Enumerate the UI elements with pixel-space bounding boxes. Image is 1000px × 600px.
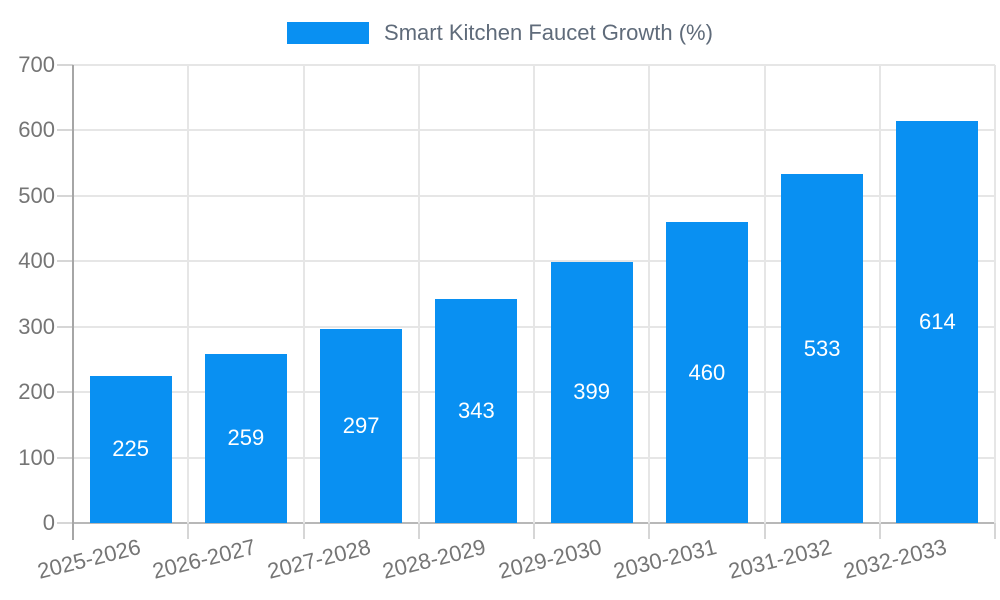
bar-2030-2031[interactable]: 460 bbox=[665, 222, 748, 523]
vertical-gridline bbox=[417, 65, 420, 523]
vertical-gridline bbox=[878, 65, 881, 523]
vertical-gridline bbox=[187, 65, 190, 523]
bar-2027-2028[interactable]: 297 bbox=[320, 328, 403, 523]
y-axis-tick bbox=[57, 456, 73, 459]
bar-value-label: 460 bbox=[688, 359, 726, 385]
y-axis-line bbox=[72, 65, 74, 540]
bar-value-label: 225 bbox=[112, 436, 149, 462]
x-axis-tick bbox=[533, 523, 535, 539]
y-axis-tick-label: 200 bbox=[18, 379, 55, 405]
y-axis-tick bbox=[57, 64, 73, 66]
bar-value-label: 533 bbox=[803, 335, 841, 361]
y-axis-tick bbox=[57, 391, 73, 394]
y-axis-tick bbox=[57, 129, 73, 132]
legend-label: Smart Kitchen Faucet Growth (%) bbox=[384, 20, 713, 45]
vertical-gridline bbox=[648, 65, 651, 523]
y-axis-tick-label: 0 bbox=[42, 510, 55, 535]
bar-value-label: 343 bbox=[458, 397, 495, 423]
x-axis-tick bbox=[648, 523, 651, 539]
bar-2028-2029[interactable]: 343 bbox=[435, 298, 518, 523]
bar-value-label: 399 bbox=[573, 379, 610, 405]
y-axis-tick-label: 100 bbox=[18, 444, 55, 470]
y-axis-tick bbox=[57, 260, 73, 263]
bar-2032-2033[interactable]: 614 bbox=[896, 121, 979, 523]
bar-2031-2032[interactable]: 533 bbox=[781, 174, 864, 523]
vertical-gridline bbox=[302, 65, 305, 523]
legend-swatch-icon bbox=[287, 22, 370, 44]
bar-value-label: 259 bbox=[227, 425, 265, 451]
y-axis-tick-label: 500 bbox=[18, 182, 55, 208]
vertical-gridline bbox=[533, 65, 535, 523]
y-axis-tick-label: 400 bbox=[18, 248, 55, 274]
vertical-gridline bbox=[763, 65, 766, 523]
x-axis-tick bbox=[994, 523, 996, 539]
legend[interactable]: Smart Kitchen Faucet Growth (%) bbox=[0, 20, 1000, 46]
x-axis-tick bbox=[878, 523, 881, 539]
bar-value-label: 614 bbox=[919, 309, 956, 335]
y-axis-tick bbox=[57, 325, 73, 328]
x-axis-tick bbox=[302, 523, 305, 539]
x-axis-tick bbox=[417, 523, 420, 539]
y-axis-tick-label: 300 bbox=[18, 313, 55, 339]
x-axis-tick bbox=[187, 523, 190, 539]
y-axis-tick bbox=[57, 522, 73, 524]
y-axis-tick-label: 600 bbox=[18, 117, 55, 143]
vertical-gridline bbox=[994, 65, 996, 523]
y-axis-tick bbox=[57, 194, 73, 197]
x-axis-tick bbox=[763, 523, 766, 539]
bar-2026-2027[interactable]: 259 bbox=[204, 353, 287, 523]
y-axis-tick-label: 700 bbox=[18, 52, 55, 77]
bar-2025-2026[interactable]: 225 bbox=[89, 375, 172, 523]
bar-value-label: 297 bbox=[342, 412, 380, 438]
bar-2029-2030[interactable]: 399 bbox=[550, 261, 633, 523]
